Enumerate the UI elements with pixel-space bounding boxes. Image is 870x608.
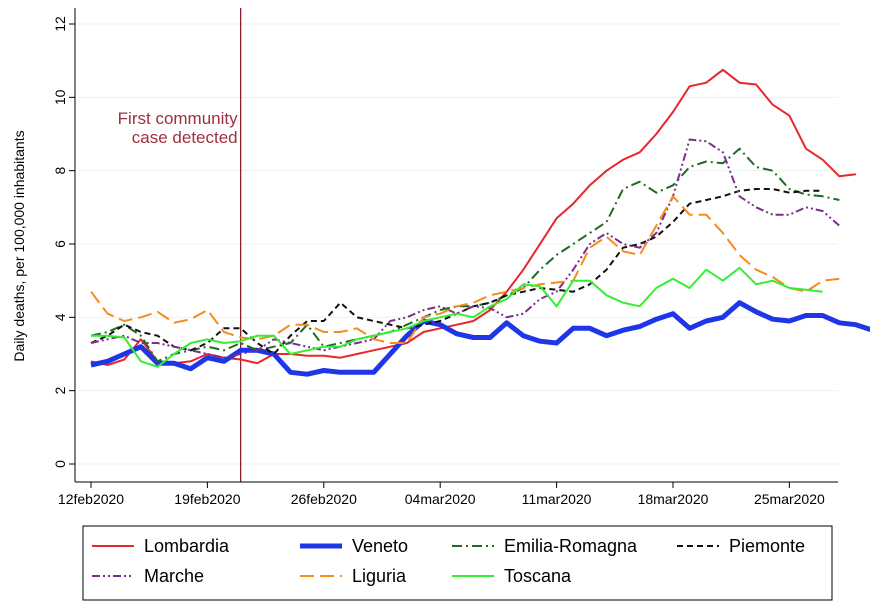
annotation-layer: First community case detected <box>118 8 242 482</box>
series-line-emilia-romagna <box>90 147 840 363</box>
legend-label-piemonte: Piemonte <box>729 536 805 556</box>
x-tick-label: 12feb2020 <box>58 491 124 507</box>
y-tick-label: 4 <box>52 313 68 321</box>
annotation-text-line-1: First community <box>118 109 238 128</box>
legend-label-veneto: Veneto <box>352 536 408 556</box>
series-line-toscana <box>91 266 823 368</box>
y-tick-label: 10 <box>52 89 68 105</box>
legend-label-marche: Marche <box>144 566 204 586</box>
y-tick-label: 8 <box>52 167 68 175</box>
x-tick-label: 19feb2020 <box>174 491 240 507</box>
legend-label-toscana: Toscana <box>504 566 572 586</box>
series-layer <box>90 68 870 377</box>
legend-label-lombardia: Lombardia <box>144 536 230 556</box>
y-tick-label: 6 <box>52 240 68 248</box>
x-tick-label: 26feb2020 <box>291 491 357 507</box>
x-tick-label: 18mar2020 <box>638 491 709 507</box>
gridlines <box>78 23 838 465</box>
series-line-liguria <box>90 195 840 344</box>
axes <box>74 8 838 483</box>
y-tick-label: 0 <box>52 460 68 468</box>
y-axis-title: Daily deaths, per 100,000 inhabitants <box>11 130 27 361</box>
y-tick-label: 12 <box>52 16 68 32</box>
annotation-text-line-2: case detected <box>132 128 238 147</box>
legend-label-liguria: Liguria <box>352 566 407 586</box>
y-ticks: 0 2 4 6 8 10 12 <box>52 16 75 468</box>
series-line-veneto <box>90 300 870 377</box>
plot-background <box>78 8 838 482</box>
x-tick-label: 25mar2020 <box>754 491 825 507</box>
x-tick-label: 11mar2020 <box>522 491 592 507</box>
y-tick-label: 2 <box>52 387 68 395</box>
legend: Lombardia Veneto Emilia-Romagna Piemonte Mar… <box>82 525 833 601</box>
series-line-marche <box>90 138 840 359</box>
legend-box <box>82 525 833 601</box>
x-tick-label: 04mar2020 <box>405 491 476 507</box>
legend-label-emilia-romagna: Emilia-Romagna <box>504 536 638 556</box>
x-ticks: 12feb2020 19feb2020 26feb2020 04mar2020 11ma… <box>58 482 825 507</box>
